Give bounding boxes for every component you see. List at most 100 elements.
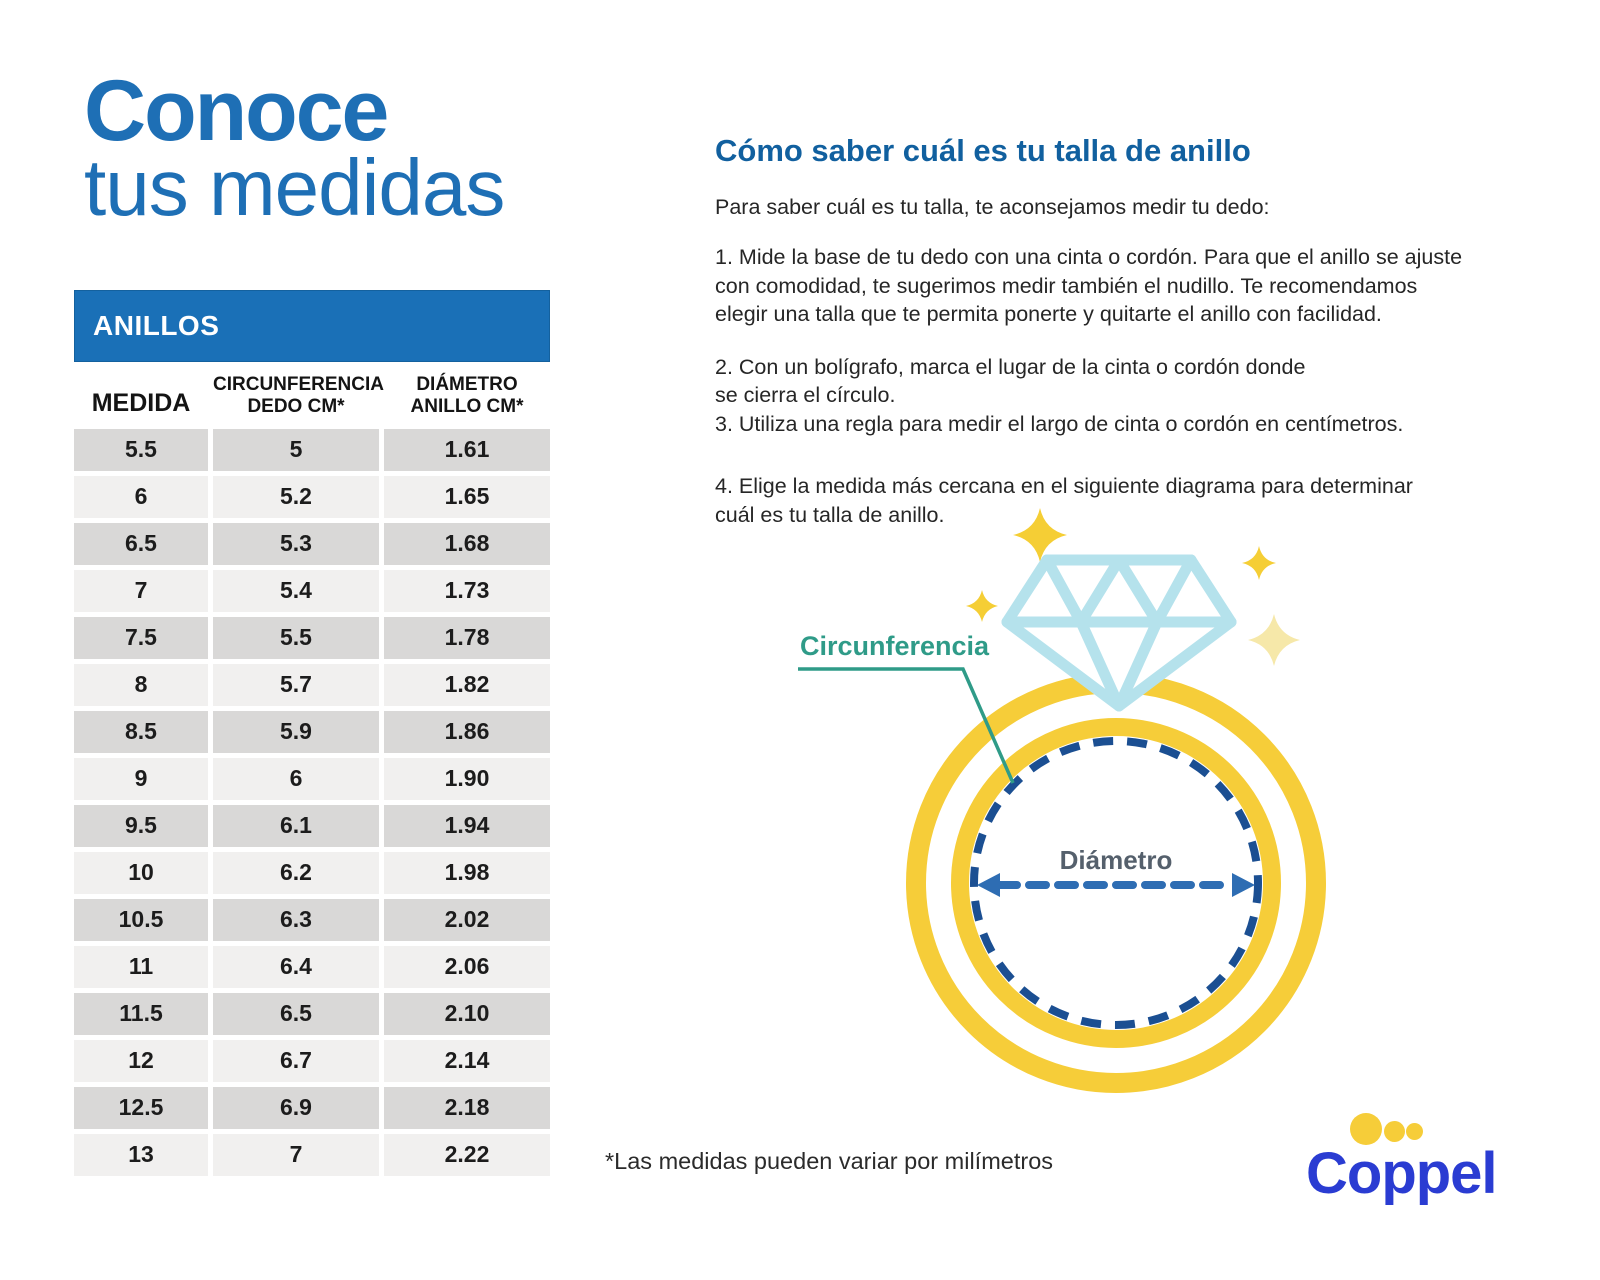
table-cell: 2.18 — [384, 1086, 550, 1129]
table-body: 5.5 5 1.61 6 5.2 1.65 6.5 5.3 1.68 7 5.4 1.73 7.5 5.5… — [74, 428, 550, 1176]
table-cell: 10 — [74, 851, 208, 894]
table-row: 8 5.7 1.82 — [74, 663, 550, 706]
table-row: 7 5.4 1.73 — [74, 569, 550, 612]
table-cell: 1.65 — [384, 475, 550, 518]
instruction-step-1: 1. Mide la base de tu dedo con una cinta… — [715, 245, 1463, 326]
table-cell: 5.2 — [213, 475, 379, 518]
table-cell: 11.5 — [74, 992, 208, 1035]
table-cell: 1.98 — [384, 851, 550, 894]
table-cell: 1.78 — [384, 616, 550, 659]
table-cell: 2.22 — [384, 1133, 550, 1176]
table-cell: 6.7 — [213, 1039, 379, 1082]
logo-wordmark: Coppel — [1306, 1141, 1498, 1206]
table-cell: 9.5 — [74, 804, 208, 847]
instructions-heading: Cómo saber cuál es tu talla de anillo — [715, 133, 1251, 168]
table-row: 7.5 5.5 1.78 — [74, 616, 550, 659]
instructions-intro: Para saber cuál es tu talla, te aconseja… — [715, 195, 1270, 219]
table-cell: 6.3 — [213, 898, 379, 941]
table-cell: 6 — [74, 475, 208, 518]
table-row: 12 6.7 2.14 — [74, 1039, 550, 1082]
circumference-label: Circunferencia — [800, 631, 990, 661]
footnote: *Las medidas pueden variar por milímetro… — [605, 1148, 1054, 1174]
table-cell: 2.02 — [384, 898, 550, 941]
circumference-pointer-line — [798, 667, 1015, 784]
column-header-diametro: DIÁMETRO ANILLO CM* — [410, 374, 524, 418]
page-title: Conoce tus medidas — [84, 63, 505, 232]
table-cell: 6.1 — [213, 804, 379, 847]
diamond-facet-lines — [1041, 554, 1197, 628]
table-cell: 6.5 — [74, 522, 208, 565]
table-cell: 5 — [213, 428, 379, 471]
table-cell: 10.5 — [74, 898, 208, 941]
table-row: 8.5 5.9 1.86 — [74, 710, 550, 753]
table-cell: 1.86 — [384, 710, 550, 753]
table-cell: 13 — [74, 1133, 208, 1176]
table-cell: 1.94 — [384, 804, 550, 847]
sparkle-icon — [1248, 614, 1300, 666]
table-cell: 7 — [74, 569, 208, 612]
table-cell: 7 — [213, 1133, 379, 1176]
table-cell: 11 — [74, 945, 208, 988]
logo-dot-icon — [1384, 1121, 1405, 1142]
ring-band-inner — [951, 718, 1281, 1048]
table-row: 5.5 5 1.61 — [74, 428, 550, 471]
table-cell: 6 — [213, 757, 379, 800]
table-row: 10 6.2 1.98 — [74, 851, 550, 894]
table-cell: 5.5 — [74, 428, 208, 471]
table-cell: 8.5 — [74, 710, 208, 753]
table-cell: 12.5 — [74, 1086, 208, 1129]
title-line-2: tus medidas — [84, 143, 505, 232]
table-cell: 2.14 — [384, 1039, 550, 1082]
sparkle-icon — [966, 590, 998, 622]
diameter-label: Diámetro — [1060, 845, 1173, 875]
coppel-logo: Coppel — [1296, 1106, 1516, 1216]
table-cell: 5.5 — [213, 616, 379, 659]
table-cell: 1.90 — [384, 757, 550, 800]
table-column-headers: MEDIDA CIRCUNFERENCIA DEDO CM* DIÁMETRO … — [74, 362, 550, 429]
table-row: 11 6.4 2.06 — [74, 945, 550, 988]
table-cell: 5.4 — [213, 569, 379, 612]
table-cell: 12 — [74, 1039, 208, 1082]
column-header-medida: MEDIDA — [91, 388, 191, 417]
sparkle-icon — [1013, 508, 1067, 562]
table-cell: 2.10 — [384, 992, 550, 1035]
table-row: 9 6 1.90 — [74, 757, 550, 800]
title-line-1: Conoce — [84, 63, 389, 159]
ring-sizes-table: ANILLOS MEDIDA CIRCUNFERENCIA DEDO CM* D… — [74, 290, 550, 1181]
table-cell: 7.5 — [74, 616, 208, 659]
table-cell: 6.4 — [213, 945, 379, 988]
table-row: 6 5.2 1.65 — [74, 475, 550, 518]
table-cell: 2.06 — [384, 945, 550, 988]
instructions-section: Cómo saber cuál es tu talla de anillo Pa… — [715, 133, 1545, 553]
diameter-arrowhead-right — [1232, 873, 1255, 897]
diameter-arrowhead-left — [977, 873, 1000, 897]
table-row: 10.5 6.3 2.02 — [74, 898, 550, 941]
table-cell: 6.5 — [213, 992, 379, 1035]
table-row: 13 7 2.22 — [74, 1133, 550, 1176]
column-header-circunferencia: CIRCUNFERENCIA DEDO CM* — [213, 374, 384, 418]
table-row: 12.5 6.9 2.18 — [74, 1086, 550, 1129]
instruction-step-2: 2. Con un bolígrafo, marca el lugar de l… — [715, 354, 1306, 408]
ring-diagram: Diámetro Circunferencia — [798, 508, 1326, 1093]
table-cell: 5.7 — [213, 663, 379, 706]
diamond-icon — [1001, 554, 1237, 712]
table-banner: ANILLOS — [74, 290, 550, 362]
table-row: 6.5 5.3 1.68 — [74, 522, 550, 565]
table-cell: 1.68 — [384, 522, 550, 565]
instruction-step-3: 3. Utiliza una regla para medir el largo… — [715, 411, 1404, 436]
table-cell: 5.3 — [213, 522, 379, 565]
instruction-step-4: 4. Elige la medida más cercana en el sig… — [715, 474, 1413, 527]
table-cell: 1.61 — [384, 428, 550, 471]
table-cell: 6.9 — [213, 1086, 379, 1129]
table-cell: 5.9 — [213, 710, 379, 753]
circumference-dashed-circle — [970, 737, 1262, 1029]
table-row: 11.5 6.5 2.10 — [74, 992, 550, 1035]
sparkle-icon — [1242, 546, 1276, 580]
diamond-pavilion-lines — [1075, 616, 1163, 712]
logo-dot-icon — [1350, 1113, 1382, 1145]
logo-dot-icon — [1406, 1123, 1423, 1140]
table-cell: 1.73 — [384, 569, 550, 612]
table-cell: 1.82 — [384, 663, 550, 706]
table-cell: 9 — [74, 757, 208, 800]
